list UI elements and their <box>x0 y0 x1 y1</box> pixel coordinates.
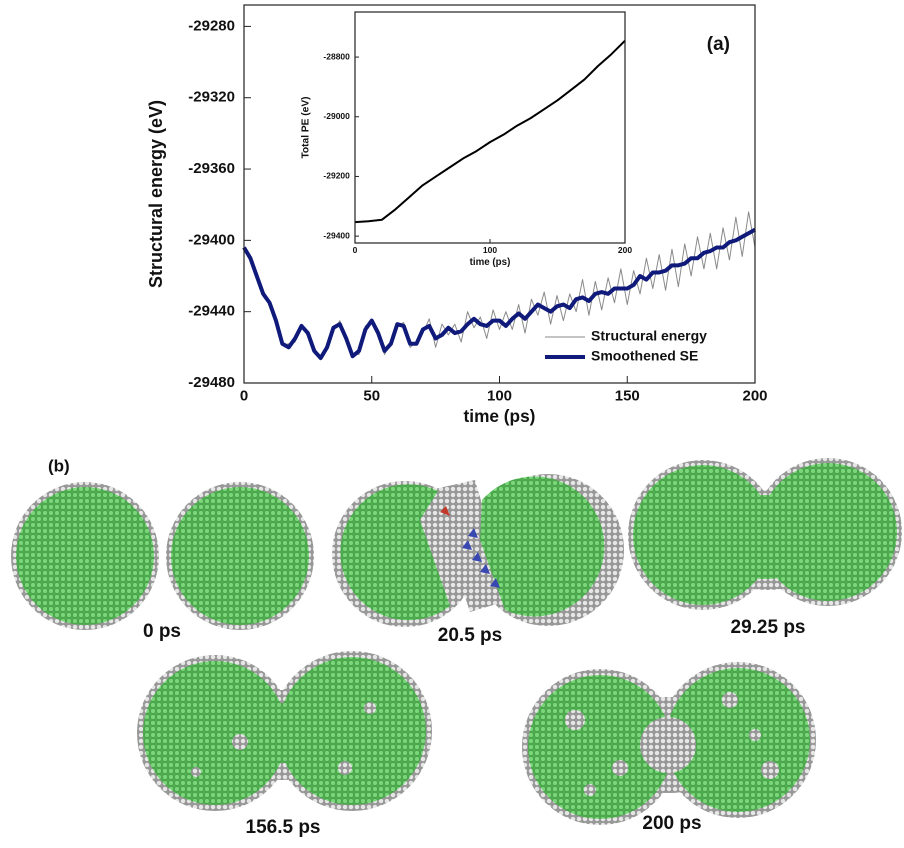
defects <box>191 702 376 777</box>
defects <box>565 692 779 796</box>
x-tick-label: 0 <box>240 387 248 404</box>
x-tick-label: 150 <box>615 387 640 404</box>
particle-core <box>171 487 309 625</box>
snapshot-label: 29.25 ps <box>731 617 806 638</box>
particle-core <box>16 487 154 625</box>
snapshot-label: 200 ps <box>642 813 701 834</box>
particle-core <box>528 675 672 819</box>
x-tick-label: 100 <box>487 387 512 404</box>
x-tick-label: 100 <box>483 245 497 255</box>
x-tick-label: 200 <box>742 387 767 404</box>
y-tick-label: -28800 <box>323 51 350 61</box>
particle-core <box>143 661 287 805</box>
y-axis-label: Structural energy (eV) <box>146 100 166 288</box>
defects <box>462 528 500 588</box>
snapshot-label: 156.5 ps <box>246 817 321 838</box>
snapshot-label: 0 ps <box>143 621 181 642</box>
panel-label: (a) <box>707 34 730 55</box>
particle-core <box>340 484 450 621</box>
x-axis-label: time (ps) <box>464 406 536 426</box>
defect <box>440 506 450 516</box>
x-tick-label: 50 <box>363 387 380 404</box>
neck-core <box>706 495 826 579</box>
panel-b: (b) 0 ps 20.5 ps 29.25 ps <box>11 456 902 838</box>
particle-core <box>480 476 605 617</box>
particle-core <box>278 657 426 805</box>
plot-frame <box>243 4 756 384</box>
y-tick-label: -29480 <box>188 374 235 391</box>
neck-core <box>237 703 327 763</box>
y-tick-label: -29000 <box>323 111 350 121</box>
y-tick-label: -29200 <box>323 171 350 181</box>
x-tick-label: 0 <box>353 245 358 255</box>
y-tick-label: -29400 <box>188 231 235 248</box>
y-tick-label: -29360 <box>188 160 235 177</box>
y-tick-label: -29440 <box>188 303 235 320</box>
x-tick-label: 200 <box>618 245 632 255</box>
snapshot-label: 20.5 ps <box>438 625 502 646</box>
y-tick-label: -29400 <box>323 230 350 240</box>
y-tick-label: -29320 <box>188 89 235 106</box>
data-line <box>242 227 756 361</box>
panel-a: 0 50 100 150 200 -29480 -29440 -29400 -29360 -293… <box>146 4 768 426</box>
y-tick-label: -29280 <box>188 17 235 34</box>
legend-label: Smoothened SE <box>591 348 698 364</box>
panel-label: (b) <box>48 456 70 475</box>
legend-label: Structural energy <box>591 328 707 344</box>
data-line <box>354 39 626 224</box>
plot-frame <box>354 11 626 244</box>
x-axis-label: time (ps) <box>470 257 511 268</box>
y-axis-label: Total PE (eV) <box>300 96 311 158</box>
